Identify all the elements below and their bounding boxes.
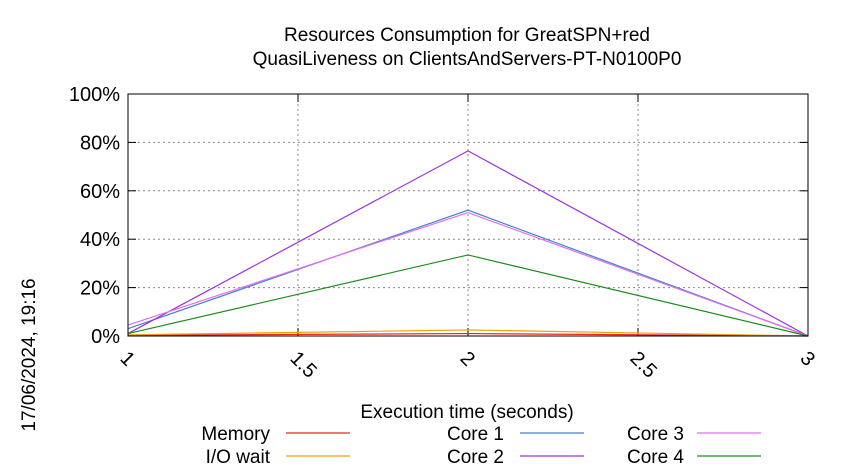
y-tick-label: 40% [80,229,120,251]
legend-label: I/O wait [206,447,271,468]
x-axis-ticks: 1 1.5 2 2.5 3 [116,94,819,383]
series-line-memory [127,332,809,337]
series-line-core-1 [127,209,809,337]
chart-title-line-1: Resources Consumption for GreatSPN+red [284,25,650,46]
y-tick-label: 80% [80,132,120,154]
chart-title-line-2: QuasiLiveness on ClientsAndServers-PT-N0… [253,49,682,70]
series-line-core-4 [127,254,809,337]
legend-label: Memory [201,424,270,445]
legend-label: Core 2 [447,447,504,468]
y-tick-label: 60% [80,181,120,203]
x-tick-label: 2 [456,347,479,370]
series-line-core-2 [127,150,809,337]
timestamp-label: 17/06/2024, 19:16 [19,278,40,431]
legend-label: Core 1 [447,424,504,445]
y-axis-ticks: 0% 20% 40% 60% 80% 100% [69,84,808,348]
plot-frame [127,93,809,337]
x-tick-label: 1.5 [286,347,321,382]
x-tick-label: 1 [116,347,139,370]
legend-label: Core 4 [627,447,684,468]
x-tick-label: 2.5 [626,347,661,382]
y-tick-label: 0% [91,326,120,348]
y-tick-label: 20% [80,278,120,300]
series-line-i-o-wait [127,329,809,337]
grid-lines [128,94,808,336]
y-tick-label: 100% [69,84,120,106]
x-axis-label: Execution time (seconds) [360,402,573,423]
legend-label: Core 3 [627,424,684,445]
series-lines [127,150,809,337]
series-line-core-3 [127,211,809,337]
x-tick-label: 3 [796,347,819,370]
